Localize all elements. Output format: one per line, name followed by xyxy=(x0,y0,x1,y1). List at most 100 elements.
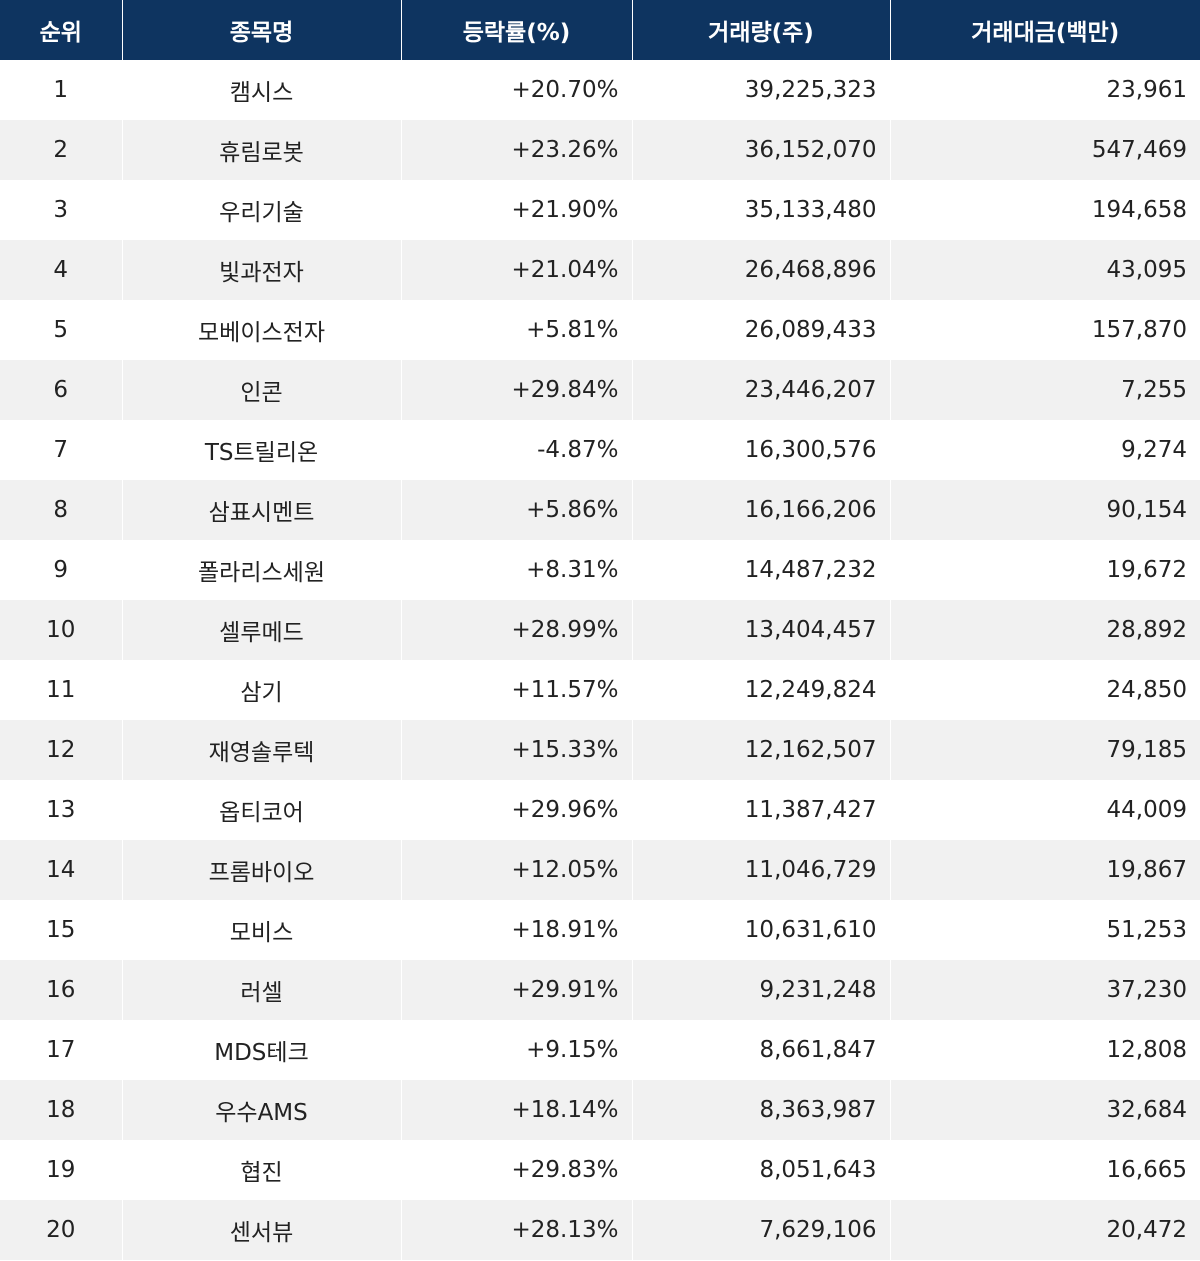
cell-rank: 5 xyxy=(53,317,69,343)
cell-change-rate: +5.81% xyxy=(400,300,632,360)
table-body: 1 캠시스 +20.70% 39,225,323 23,961 2 휴림로봇 +23.26% 3… xyxy=(0,60,1200,1260)
cell-change-rate: +12.05% xyxy=(400,840,632,900)
cell-stock-name: 우수AMS xyxy=(121,1080,401,1140)
cell-volume: 11,046,729 xyxy=(631,840,890,900)
cell-volume: 8,661,847 xyxy=(631,1020,890,1080)
table-row: 17 MDS테크 +9.15% 8,661,847 12,808 xyxy=(0,1020,1200,1080)
cell-trade-amount: 32,684 xyxy=(889,1080,1200,1140)
cell-change-rate: +5.86% xyxy=(400,480,632,540)
cell-trade-amount: 7,255 xyxy=(889,360,1200,420)
cell-stock-name: 모비스 xyxy=(121,900,401,960)
cell-volume: 12,249,824 xyxy=(631,660,890,720)
header-row: 순위 종목명 등락률(%) 거래량(주) 거래대금(백만) xyxy=(0,0,1200,60)
cell-stock-name: 협진 xyxy=(121,1140,401,1200)
header-rank: 순위 xyxy=(0,0,122,60)
cell-trade-amount: 37,230 xyxy=(889,960,1200,1020)
cell-change-rate: +29.84% xyxy=(400,360,632,420)
cell-volume: 11,387,427 xyxy=(631,780,890,840)
cell-rank: 20 xyxy=(46,1217,76,1243)
cell-volume: 8,051,643 xyxy=(631,1140,890,1200)
table-row: 16 러셀 +29.91% 9,231,248 37,230 xyxy=(0,960,1200,1020)
table-row: 20 센서뷰 +28.13% 7,629,106 20,472 xyxy=(0,1200,1200,1260)
cell-change-rate: +18.14% xyxy=(400,1080,632,1140)
cell-change-rate: +28.13% xyxy=(400,1200,632,1260)
cell-rank: 1 xyxy=(53,77,69,103)
cell-stock-name: 프롬바이오 xyxy=(121,840,401,900)
cell-stock-name: MDS테크 xyxy=(121,1020,401,1080)
table-row: 11 삼기 +11.57% 12,249,824 24,850 xyxy=(0,660,1200,720)
cell-rank: 14 xyxy=(46,857,76,883)
cell-change-rate: +29.91% xyxy=(400,960,632,1020)
cell-change-rate: +15.33% xyxy=(400,720,632,780)
cell-rank: 3 xyxy=(53,197,69,223)
cell-volume: 26,089,433 xyxy=(631,300,890,360)
table-row: 8 삼표시멘트 +5.86% 16,166,206 90,154 xyxy=(0,480,1200,540)
cell-stock-name: 센서뷰 xyxy=(121,1200,401,1260)
header-name: 종목명 xyxy=(121,0,401,60)
cell-stock-name: 폴라리스세원 xyxy=(121,540,401,600)
table-row: 4 빛과전자 +21.04% 26,468,896 43,095 xyxy=(0,240,1200,300)
cell-stock-name: 러셀 xyxy=(121,960,401,1020)
cell-rank: 17 xyxy=(46,1037,76,1063)
cell-trade-amount: 19,672 xyxy=(889,540,1200,600)
cell-volume: 10,631,610 xyxy=(631,900,890,960)
cell-trade-amount: 12,808 xyxy=(889,1020,1200,1080)
cell-change-rate: +29.83% xyxy=(400,1140,632,1200)
cell-trade-amount: 43,095 xyxy=(889,240,1200,300)
cell-rank: 10 xyxy=(46,617,76,643)
header-change: 등락률(%) xyxy=(400,0,632,60)
cell-change-rate: +8.31% xyxy=(400,540,632,600)
table-row: 15 모비스 +18.91% 10,631,610 51,253 xyxy=(0,900,1200,960)
cell-stock-name: 우리기술 xyxy=(121,180,401,240)
cell-volume: 9,231,248 xyxy=(631,960,890,1020)
cell-trade-amount: 79,185 xyxy=(889,720,1200,780)
cell-trade-amount: 19,867 xyxy=(889,840,1200,900)
cell-rank: 4 xyxy=(53,257,69,283)
cell-change-rate: +20.70% xyxy=(400,60,632,120)
table-row: 7 TS트릴리온 -4.87% 16,300,576 9,274 xyxy=(0,420,1200,480)
cell-stock-name: 삼기 xyxy=(121,660,401,720)
cell-trade-amount: 547,469 xyxy=(889,120,1200,180)
cell-rank: 2 xyxy=(53,137,69,163)
cell-rank: 13 xyxy=(46,797,76,823)
cell-trade-amount: 9,274 xyxy=(889,420,1200,480)
table-row: 13 옵티코어 +29.96% 11,387,427 44,009 xyxy=(0,780,1200,840)
table-row: 12 재영솔루텍 +15.33% 12,162,507 79,185 xyxy=(0,720,1200,780)
cell-rank: 8 xyxy=(53,497,69,523)
cell-volume: 16,300,576 xyxy=(631,420,890,480)
cell-volume: 39,225,323 xyxy=(631,60,890,120)
cell-stock-name: 인콘 xyxy=(121,360,401,420)
cell-stock-name: 삼표시멘트 xyxy=(121,480,401,540)
cell-volume: 36,152,070 xyxy=(631,120,890,180)
header-amount: 거래대금(백만) xyxy=(889,0,1200,60)
cell-change-rate: +11.57% xyxy=(400,660,632,720)
cell-rank: 12 xyxy=(46,737,76,763)
cell-volume: 14,487,232 xyxy=(631,540,890,600)
cell-trade-amount: 16,665 xyxy=(889,1140,1200,1200)
cell-stock-name: 빛과전자 xyxy=(121,240,401,300)
cell-rank: 16 xyxy=(46,977,76,1003)
cell-stock-name: 셀루메드 xyxy=(121,600,401,660)
cell-stock-name: 휴림로봇 xyxy=(121,120,401,180)
table-row: 18 우수AMS +18.14% 8,363,987 32,684 xyxy=(0,1080,1200,1140)
cell-trade-amount: 23,961 xyxy=(889,60,1200,120)
cell-trade-amount: 20,472 xyxy=(889,1200,1200,1260)
cell-rank: 6 xyxy=(53,377,69,403)
cell-stock-name: 모베이스전자 xyxy=(121,300,401,360)
cell-rank: 18 xyxy=(46,1097,76,1123)
cell-volume: 7,629,106 xyxy=(631,1200,890,1260)
cell-change-rate: +29.96% xyxy=(400,780,632,840)
cell-change-rate: +23.26% xyxy=(400,120,632,180)
cell-stock-name: 옵티코어 xyxy=(121,780,401,840)
cell-change-rate: +21.04% xyxy=(400,240,632,300)
cell-volume: 26,468,896 xyxy=(631,240,890,300)
cell-rank: 19 xyxy=(46,1157,76,1183)
cell-change-rate: +18.91% xyxy=(400,900,632,960)
cell-trade-amount: 90,154 xyxy=(889,480,1200,540)
header-volume: 거래량(주) xyxy=(631,0,890,60)
cell-trade-amount: 194,658 xyxy=(889,180,1200,240)
table-row: 14 프롬바이오 +12.05% 11,046,729 19,867 xyxy=(0,840,1200,900)
table-row: 6 인콘 +29.84% 23,446,207 7,255 xyxy=(0,360,1200,420)
table-header: 순위 종목명 등락률(%) 거래량(주) 거래대금(백만) xyxy=(0,0,1200,60)
